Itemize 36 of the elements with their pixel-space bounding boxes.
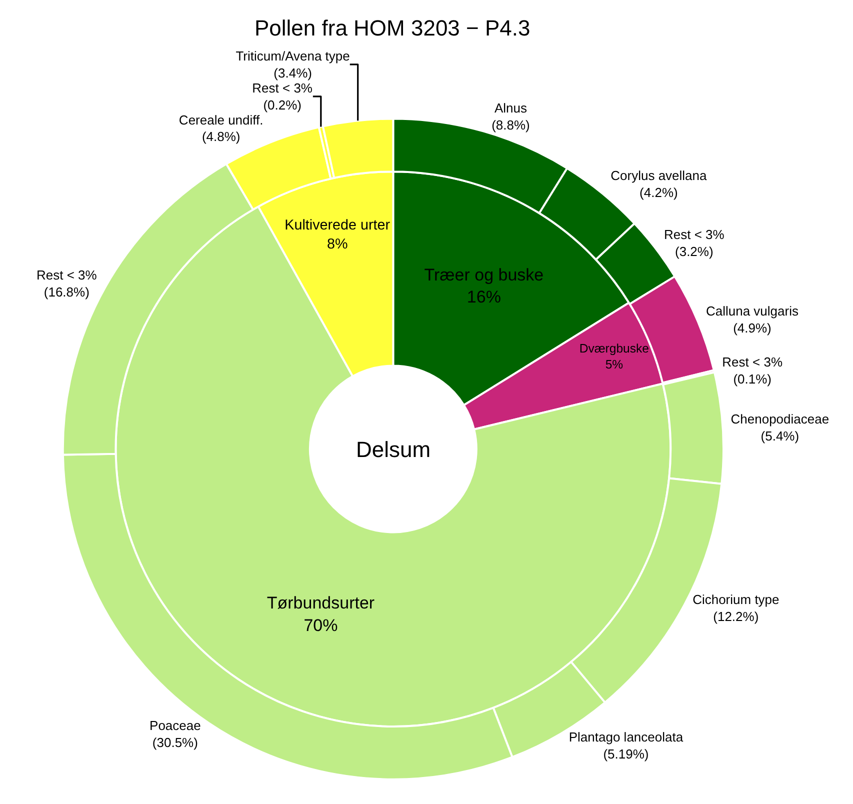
slice-label: Alnus [494, 100, 528, 116]
data-label: (30.5%) [152, 735, 198, 750]
slice-label: Cereale undiff. [178, 112, 264, 128]
data-label: (8.8%) [492, 118, 530, 133]
slice-label: Tørbundsurter [266, 594, 375, 613]
data-label: 70% [304, 616, 338, 635]
text: Delsum [356, 437, 431, 462]
data-label: (5.19%) [603, 746, 649, 762]
slice-label: Calluna vulgaris [706, 304, 799, 318]
slice-label: Rest < 3% [252, 80, 313, 96]
data-label: (4.9%) [733, 320, 772, 336]
data-label: (4.2%) [640, 185, 678, 200]
slice-label: Dværgbuske [579, 341, 650, 356]
data-label: 16% [466, 287, 501, 306]
data-label: (0.1%) [733, 371, 772, 386]
data-label: (12.2%) [713, 609, 759, 624]
slice-label: Rest < 3% [722, 354, 783, 370]
data-label: (3.4%) [274, 65, 312, 80]
data-label: 8% [326, 236, 348, 252]
data-label: (4.8%) [202, 129, 240, 144]
slice-label: Kultiverede urter [284, 218, 390, 234]
slice-label: Cichorium type [692, 592, 780, 608]
slice-label: Rest < 3% [36, 267, 98, 282]
slice-label: Triticum/Avena type [236, 48, 350, 64]
data-label: (16.8%) [44, 284, 90, 300]
data-label: (5.4%) [760, 428, 800, 444]
chart-title: Pollen fra HOM 3203 − P4.3 [254, 16, 530, 40]
slice-label: Plantago lanceolata [568, 729, 684, 744]
slice-label: Rest < 3% [664, 227, 725, 242]
data-label: (3.2%) [675, 244, 714, 260]
slice-label: Chenopodiaceae [730, 412, 830, 427]
data-label: 5% [605, 357, 624, 372]
slice-label: Corylus avellana [610, 168, 708, 184]
slice-label: Poaceae [150, 718, 201, 734]
data-label: (0.2%) [263, 97, 302, 112]
slice-label: Træer og buske [424, 265, 544, 284]
